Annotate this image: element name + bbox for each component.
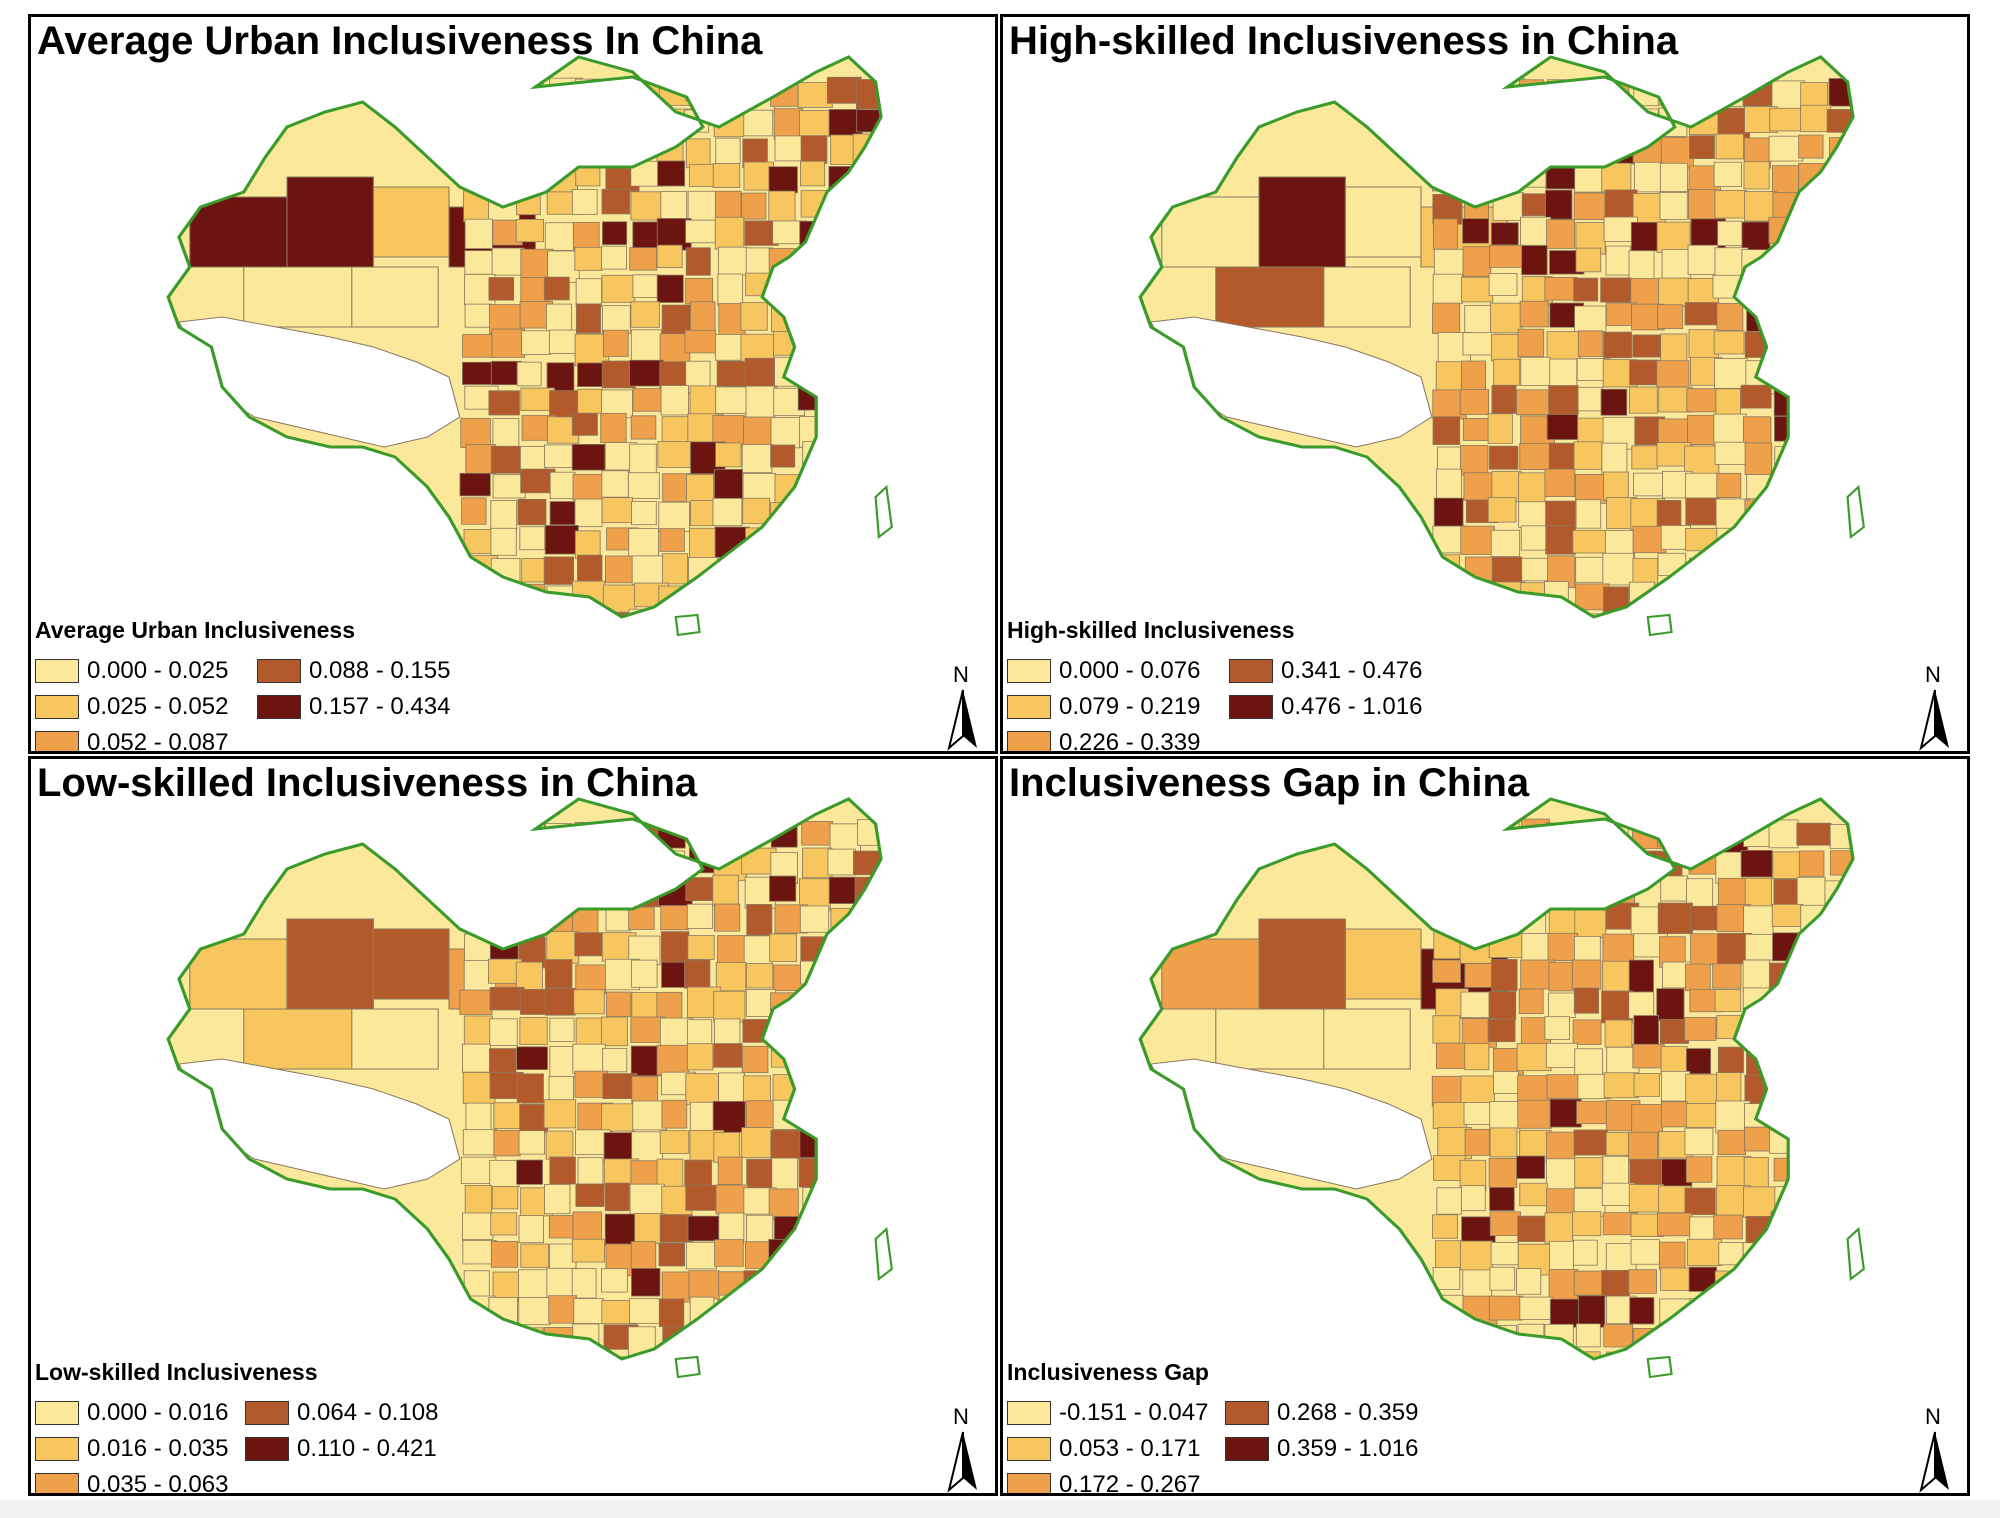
- north-label: N: [1925, 1404, 1941, 1429]
- legend-title: Low-skilled Inclusiveness: [35, 1359, 318, 1385]
- legend-title: High-skilled Inclusiveness: [1007, 617, 1295, 643]
- china-map-high-skilled: [1138, 55, 1865, 637]
- legend-swatch: [1007, 659, 1051, 683]
- north-arrow-icon: N: [1913, 662, 1957, 751]
- panel-high-skilled-inclusiveness: High-skilled Inclusiveness in China High…: [1000, 14, 1970, 754]
- panel-low-skilled-inclusiveness: Low-skilled Inclusiveness in China Low-s…: [28, 756, 998, 1496]
- legend-swatch: [245, 1437, 289, 1461]
- legend-label: -0.151 - 0.047: [1059, 1399, 1209, 1426]
- legend-swatch: [245, 1401, 289, 1425]
- legend-swatch: [35, 659, 79, 683]
- legend-label: 0.088 - 0.155: [309, 657, 451, 684]
- legend-swatch: [257, 659, 301, 683]
- legend: Inclusiveness Gap -0.151 - 0.047 0.053 -…: [1007, 1359, 1477, 1496]
- legend-swatch: [1007, 1401, 1051, 1425]
- legend-swatch: [1229, 695, 1273, 719]
- legend-swatch: [1007, 1437, 1051, 1461]
- legend-swatch: [1225, 1437, 1269, 1461]
- north-arrow-icon: N: [941, 1404, 985, 1493]
- legend-swatch: [1229, 659, 1273, 683]
- legend-label: 0.268 - 0.359: [1277, 1399, 1419, 1426]
- china-map-inclusiveness-gap: [1138, 797, 1865, 1379]
- panel-title: Inclusiveness Gap in China: [1009, 761, 1530, 805]
- legend-label: 0.079 - 0.219: [1059, 693, 1201, 720]
- legend-swatch: [35, 1473, 79, 1493]
- north-label: N: [953, 1404, 969, 1429]
- legend-label: 0.172 - 0.267: [1059, 1471, 1201, 1496]
- legend-title: Inclusiveness Gap: [1007, 1359, 1209, 1385]
- legend-swatch: [1007, 731, 1051, 751]
- legend-label: 0.035 - 0.063: [87, 1471, 229, 1496]
- legend-label: 0.000 - 0.076: [1059, 657, 1201, 684]
- legend-swatch: [257, 695, 301, 719]
- panel-inclusiveness-gap: Inclusiveness Gap in China Inclusiveness…: [1000, 756, 1970, 1496]
- panel-title: Average Urban Inclusiveness In China: [37, 19, 763, 63]
- legend-label: 0.052 - 0.087: [87, 729, 229, 754]
- legend: High-skilled Inclusiveness 0.000 - 0.076…: [1007, 617, 1477, 754]
- north-arrow-icon: N: [941, 662, 985, 751]
- panel-title: Low-skilled Inclusiveness in China: [37, 761, 698, 805]
- legend-swatch: [1225, 1401, 1269, 1425]
- legend-label: 0.476 - 1.016: [1281, 693, 1423, 720]
- legend-swatch: [35, 731, 79, 751]
- panel-average-inclusiveness: Average Urban Inclusiveness In China Ave…: [28, 14, 998, 754]
- legend-swatch: [35, 1437, 79, 1461]
- legend-label: 0.064 - 0.108: [297, 1399, 439, 1426]
- legend-swatch: [35, 1401, 79, 1425]
- legend-swatch: [35, 695, 79, 719]
- legend-label: 0.000 - 0.016: [87, 1399, 229, 1426]
- legend-label: 0.025 - 0.052: [87, 693, 229, 720]
- legend-swatch: [1007, 1473, 1051, 1493]
- legend-title: Average Urban Inclusiveness: [35, 617, 356, 643]
- legend-label: 0.157 - 0.434: [309, 693, 451, 720]
- legend-label: 0.341 - 0.476: [1281, 657, 1423, 684]
- legend: Average Urban Inclusiveness 0.000 - 0.02…: [35, 617, 505, 754]
- bottom-strip: [0, 1500, 2000, 1518]
- china-map-low-skilled: [166, 797, 893, 1379]
- legend-label: 0.110 - 0.421: [297, 1435, 437, 1462]
- china-map-average: [166, 55, 893, 637]
- legend-label: 0.053 - 0.171: [1059, 1435, 1201, 1462]
- legend-label: 0.359 - 1.016: [1277, 1435, 1419, 1462]
- legend-label: 0.016 - 0.035: [87, 1435, 229, 1462]
- north-label: N: [953, 662, 969, 687]
- legend-label: 0.000 - 0.025: [87, 657, 229, 684]
- legend-swatch: [1007, 695, 1051, 719]
- legend-label: 0.226 - 0.339: [1059, 729, 1201, 754]
- panel-title: High-skilled Inclusiveness in China: [1009, 19, 1679, 63]
- legend: Low-skilled Inclusiveness 0.000 - 0.016 …: [35, 1359, 505, 1496]
- north-arrow-icon: N: [1913, 1404, 1957, 1493]
- north-label: N: [1925, 662, 1941, 687]
